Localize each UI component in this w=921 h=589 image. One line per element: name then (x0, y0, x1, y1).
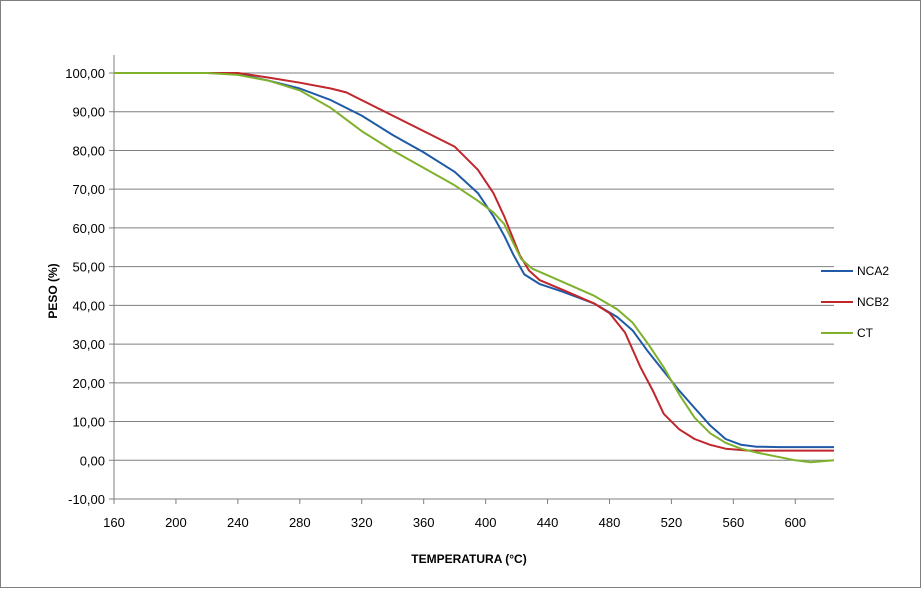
x-tick-label: 560 (723, 515, 745, 530)
x-tick-label: 440 (537, 515, 559, 530)
x-tick-label: 600 (784, 515, 806, 530)
series-line-ct (114, 72, 835, 464)
x-tick-label: 400 (475, 515, 497, 530)
x-tick-label: 520 (661, 515, 683, 530)
series-line-nca2 (114, 72, 834, 449)
x-tick-label: 280 (289, 515, 311, 530)
legend-label-nca2: NCA2 (857, 264, 889, 278)
series-lines (114, 72, 835, 464)
gridlines (114, 72, 834, 461)
x-tick-label: 200 (165, 515, 187, 530)
x-tick-label: 240 (227, 515, 249, 530)
y-tick-label: 80,00 (72, 143, 105, 158)
y-tick-label: 20,00 (72, 376, 105, 391)
axes: -10,00 0,00 10,00 20,00 30,00 40,00 50,00 60,00… (65, 55, 834, 530)
y-tick-label: 60,00 (72, 221, 105, 236)
x-axis-title: TEMPERATURA (°C) (411, 552, 526, 566)
legend-label-ncb2: NCB2 (857, 295, 889, 309)
y-tick-label: 10,00 (72, 415, 105, 430)
legend-label-ct: CT (857, 326, 874, 340)
x-tick-label: 320 (351, 515, 373, 530)
y-axis-title: PESO (%) (46, 263, 60, 318)
y-tick-label: 100,00 (65, 66, 105, 81)
y-tick-label: 30,00 (72, 337, 105, 352)
series-line-ncb2 (114, 72, 834, 452)
y-tick-label: 90,00 (72, 105, 105, 120)
y-tick-label: 40,00 (72, 298, 105, 313)
y-tick-label: 0,00 (80, 453, 105, 468)
legend: NCA2 NCB2 CT (821, 264, 889, 340)
x-tick-label: 360 (413, 515, 435, 530)
y-tick-label: -10,00 (68, 492, 105, 507)
x-tick-label: 160 (103, 515, 125, 530)
y-tick-label: 70,00 (72, 182, 105, 197)
x-tick-label: 480 (599, 515, 621, 530)
y-tick-label: 50,00 (72, 260, 105, 275)
